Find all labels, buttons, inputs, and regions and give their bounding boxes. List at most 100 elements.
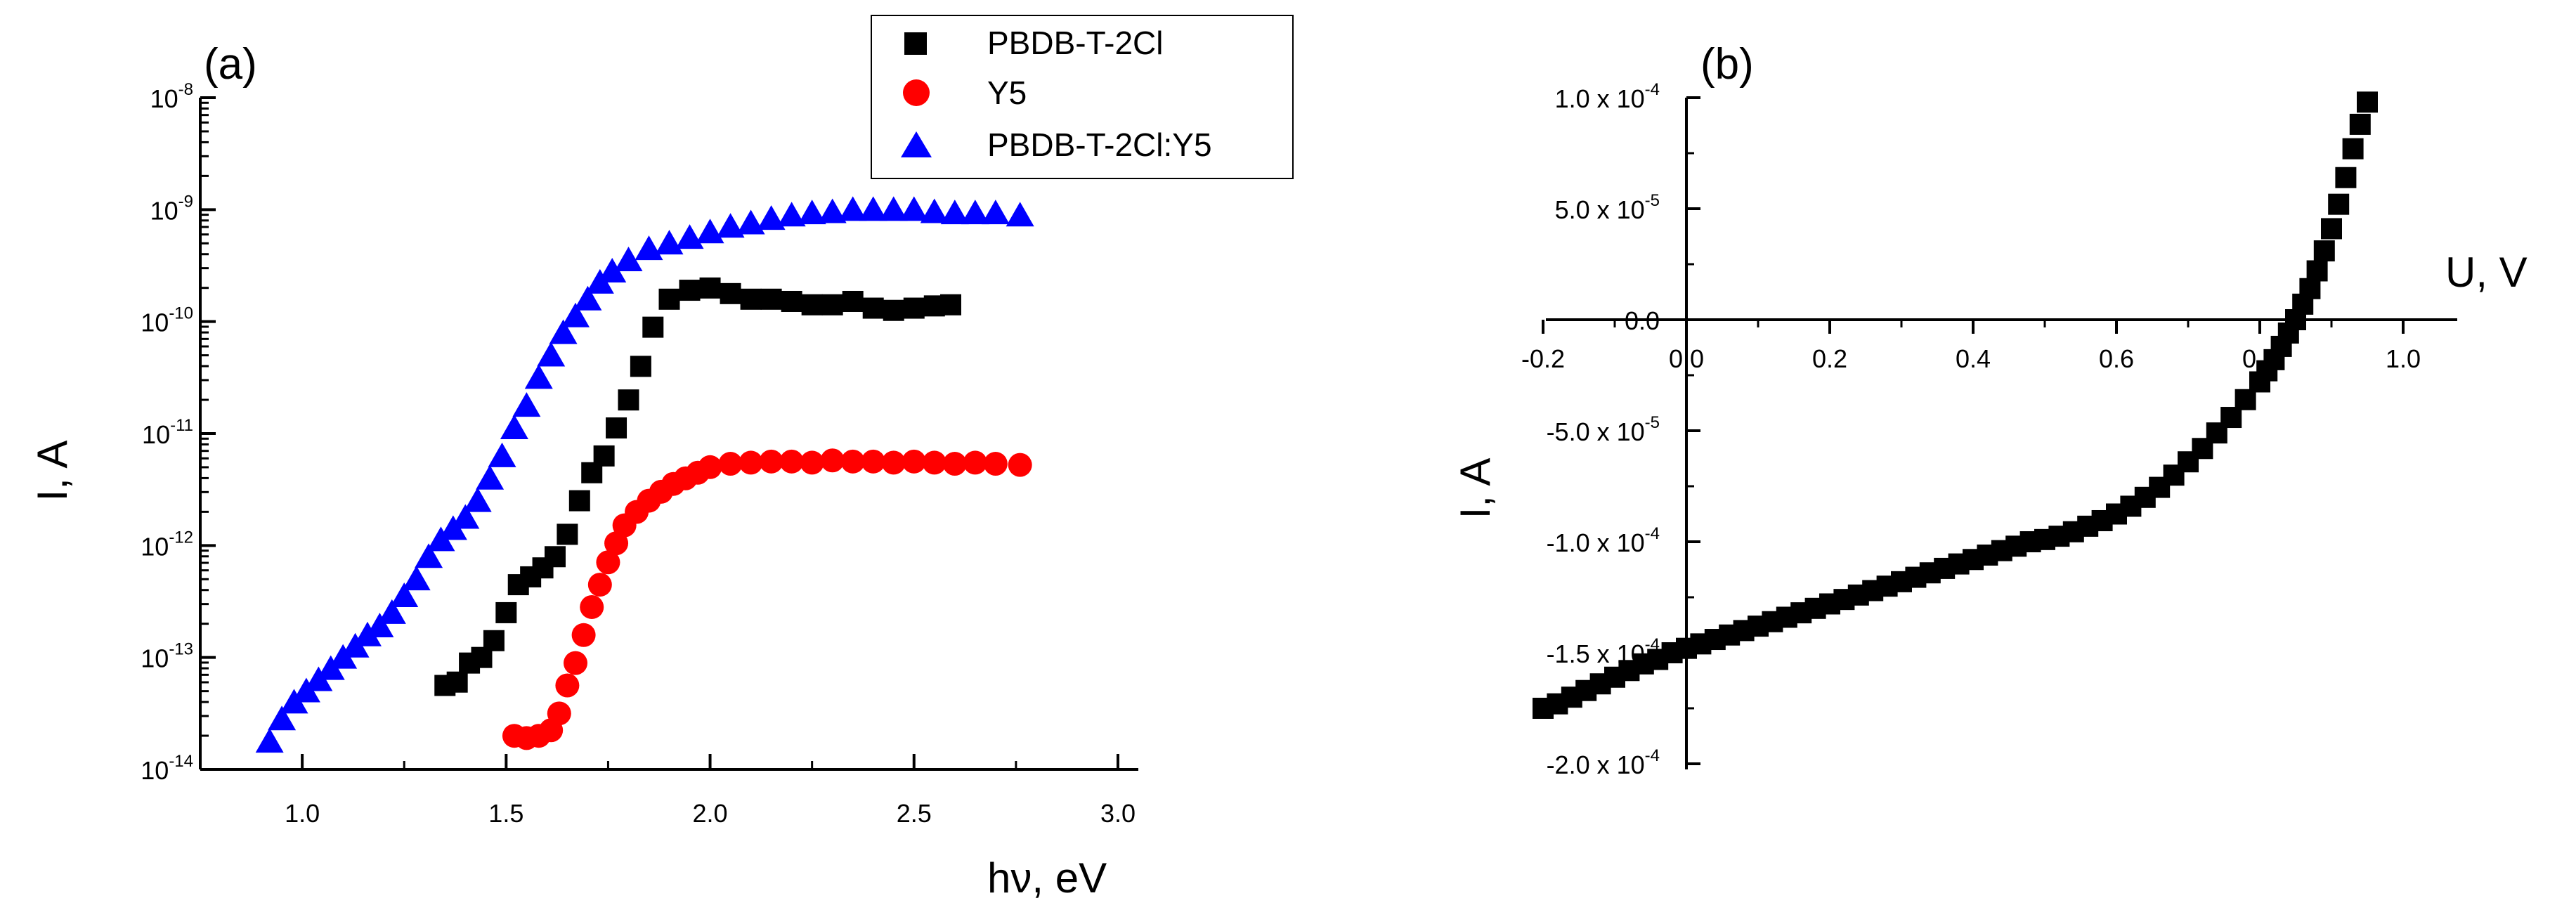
a-series-2-point <box>268 705 297 731</box>
a-series-0-point <box>544 546 566 568</box>
panel-a-xlabel: hν, eV <box>987 854 1107 902</box>
legend-marker-y5 <box>903 79 930 106</box>
panel-b: (b) -0.2 0.0 0.2 0.4 0.6 0.8 1.0 1.0 x 10-4 5.0 … <box>1452 40 2528 779</box>
a-series-0-point <box>593 445 615 467</box>
a-series-1-point <box>942 452 967 476</box>
a-series-2-point <box>655 230 684 255</box>
b-ytick-label: -1.5 x 10-4 <box>1547 635 1660 668</box>
a-series-0-point <box>883 299 904 321</box>
a-series-2-point <box>255 728 284 753</box>
a-series-0-point <box>642 316 664 338</box>
panel-b-xlabel: U, V <box>2445 249 2528 296</box>
panel-b-ticks: -0.2 0.0 0.2 0.4 0.6 0.8 1.0 1.0 x 10-4 5.0 x 10… <box>1521 80 2421 779</box>
a-series-1-point <box>1008 453 1032 477</box>
a-series-2-point <box>635 235 663 261</box>
b-ytick-label: 0.0 <box>1625 306 1660 335</box>
legend-label-y5: Y5 <box>987 74 1027 111</box>
a-series-2-point <box>614 247 643 272</box>
panel-a-legend: PBDB-T-2Cl Y5 PBDB-T-2Cl:Y5 <box>871 15 1294 179</box>
legend-label-blend: PBDB-T-2Cl:Y5 <box>987 126 1212 163</box>
a-series-2-point <box>879 196 908 221</box>
a-series-1-point <box>902 449 926 474</box>
a-series-1-point <box>779 449 804 474</box>
b-ytick-label: -2.0 x 10-4 <box>1547 746 1660 779</box>
a-series-0-point <box>760 288 782 310</box>
a-series-2-point <box>488 442 516 467</box>
a-series-2-point <box>920 198 949 223</box>
a-series-1-point <box>555 673 580 698</box>
a-series-1-point <box>587 573 612 597</box>
a-ytick-label: 10-10 <box>141 304 193 337</box>
a-xtick-label: 1.0 <box>285 799 320 828</box>
a-series-2-point <box>365 613 394 638</box>
a-series-0-point <box>903 297 925 319</box>
a-series-2-point <box>573 285 602 311</box>
a-series-2-point <box>353 621 382 646</box>
panel-b-plot-area <box>1533 91 2378 719</box>
a-series-0-point <box>630 356 651 377</box>
b-series-0-point <box>2335 167 2357 188</box>
a-series-2-point <box>377 599 406 624</box>
a-ytick-label: 10-9 <box>150 192 193 225</box>
a-series-2-point <box>675 224 704 249</box>
a-series-2-point <box>981 200 1010 225</box>
b-xtick-label: 0.2 <box>1812 344 1847 373</box>
panel-a-ylabel: I, A <box>29 441 76 502</box>
a-xtick-label: 3.0 <box>1100 799 1136 828</box>
a-series-1-point <box>820 448 845 473</box>
panel-a: (a) 1.0 1.5 2.0 2.5 3.010-1410-1310-1210-111… <box>29 15 1294 902</box>
legend-marker-blend <box>901 131 932 157</box>
b-xtick-label: 0.4 <box>1956 344 1991 373</box>
a-series-2-point <box>696 219 724 244</box>
a-series-2-point <box>899 196 928 221</box>
a-series-1-point <box>922 450 947 475</box>
a-series-2-point <box>961 200 989 225</box>
a-series-0-point <box>606 417 627 439</box>
a-series-2-point <box>537 341 566 367</box>
a-series-2-point <box>757 205 786 230</box>
b-xtick-label: 1.0 <box>2386 344 2421 373</box>
a-series-1-point <box>698 455 722 479</box>
a-series-1-point <box>564 651 587 675</box>
panel-a-label: (a) <box>204 40 257 89</box>
a-series-0-point <box>821 294 843 315</box>
a-series-0-point <box>699 277 721 299</box>
b-series-0-point <box>2342 138 2364 160</box>
panel-a-plot-area <box>255 196 1034 753</box>
a-series-0-point <box>842 290 864 312</box>
b-ytick-label: 5.0 x 10-5 <box>1555 191 1660 224</box>
panel-b-ylabel: I, A <box>1452 458 1499 519</box>
b-ytick-label: -5.0 x 10-5 <box>1547 413 1660 446</box>
a-series-0-point <box>618 389 639 411</box>
a-series-0-point <box>801 294 823 315</box>
b-series-0-point <box>2328 193 2350 215</box>
a-series-2-point <box>777 202 806 227</box>
b-series-0-point <box>2313 240 2335 262</box>
a-ytick-label: 10-14 <box>141 752 193 785</box>
a-series-0-point <box>568 490 590 512</box>
a-series-1-point <box>604 531 629 556</box>
a-series-0-point <box>495 601 517 623</box>
b-series-0-point <box>2357 91 2378 113</box>
a-ytick-label: 10-12 <box>141 528 193 561</box>
panel-a-ticks: 1.0 1.5 2.0 2.5 3.0 10-14 10-13 10-12 10-11 10-10… <box>141 80 1136 828</box>
a-series-0-point <box>720 282 741 304</box>
a-series-2-point <box>798 200 826 225</box>
a-ytick-label: 10-13 <box>141 640 193 673</box>
a-series-2-point <box>940 200 969 225</box>
b-ytick-label: -1.0 x 10-4 <box>1547 524 1660 557</box>
b-xtick-label: 0.8 <box>2242 344 2277 373</box>
a-series-2-point <box>512 392 541 417</box>
a-series-2-point <box>736 209 765 235</box>
a-series-2-point <box>500 415 528 440</box>
b-series-0-point <box>2299 278 2321 299</box>
a-series-2-point <box>561 302 590 327</box>
a-series-0-point <box>658 288 680 310</box>
a-series-2-point <box>390 583 419 608</box>
a-series-2-point <box>1006 202 1034 227</box>
a-series-2-point <box>451 504 480 529</box>
a-series-2-point <box>838 196 867 221</box>
a-series-2-point <box>716 213 745 238</box>
a-series-1-point <box>596 550 620 575</box>
b-series-0-point <box>2349 113 2371 135</box>
